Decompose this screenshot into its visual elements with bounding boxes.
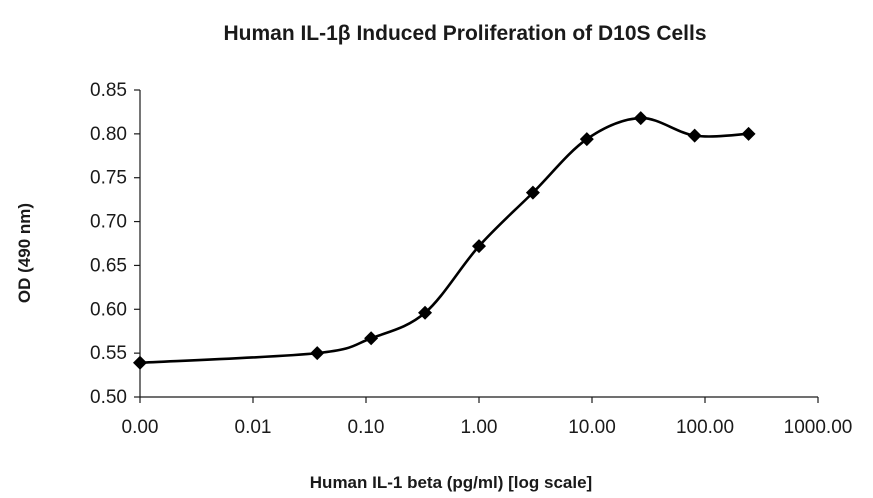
series-line	[138, 116, 750, 365]
x-axis-label: Human IL-1 beta (pg/ml) [log scale]	[310, 473, 592, 492]
data-point-marker	[525, 185, 540, 200]
data-point-marker	[687, 128, 702, 143]
y-axis: 0.50 0.55 0.60 0.65 0.70 0.75 0.80 0.85	[90, 80, 141, 408]
data-point-marker	[472, 239, 486, 254]
chart-title: Human IL-1β Induced Proliferation of D10…	[223, 22, 706, 45]
data-point-marker	[133, 355, 147, 370]
y-axis-label: OD (490 nm)	[15, 203, 34, 303]
y-tick-label: 0.80	[90, 124, 127, 145]
y-tick-label: 0.50	[90, 387, 127, 408]
x-tick-label: 10.00	[568, 417, 616, 438]
x-axis: 0.00 0.01 0.10 1.00 10.00 100.00 1000.00	[122, 396, 853, 438]
x-tick-label: 1000.00	[784, 417, 853, 438]
y-tick-label: 0.65	[90, 255, 127, 276]
x-tick-label: 0.10	[348, 417, 385, 438]
x-tick-label: 0.00	[122, 417, 159, 438]
y-tick-label: 0.70	[90, 212, 127, 233]
y-tick-label: 0.85	[90, 80, 127, 101]
data-point-marker	[310, 346, 325, 361]
data-point-marker	[364, 331, 379, 346]
y-tick-label: 0.60	[90, 299, 127, 320]
data-point-marker	[741, 126, 756, 141]
data-point-marker	[633, 111, 648, 126]
x-tick-label: 1.00	[461, 417, 498, 438]
x-tick-label: 0.01	[235, 417, 272, 438]
y-tick-label: 0.55	[90, 343, 127, 364]
x-tick-label: 100.00	[676, 417, 734, 438]
y-tick-label: 0.75	[90, 168, 127, 189]
data-point-marker	[579, 132, 594, 147]
data-point-marker	[418, 305, 433, 320]
plot-area	[133, 111, 756, 370]
